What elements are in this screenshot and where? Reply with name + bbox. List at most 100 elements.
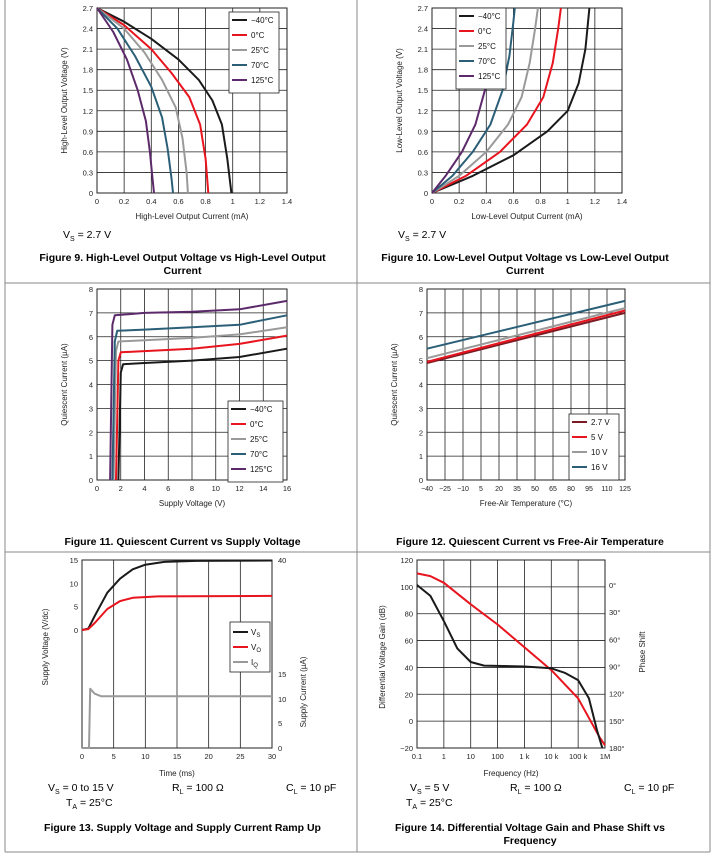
fig10-plot-frame bbox=[431, 7, 623, 194]
fig14-ytick-label: 100 bbox=[400, 583, 413, 592]
fig14-ytick-right: 60° bbox=[609, 635, 620, 644]
fig14-xtick-label: 1 bbox=[442, 752, 446, 761]
fig12-ytick-label: 1 bbox=[419, 452, 423, 461]
fig12-ytick-label: 3 bbox=[419, 404, 423, 413]
fig10-xtick-label: 0.8 bbox=[535, 197, 545, 206]
fig11-ytick-label: 1 bbox=[89, 452, 93, 461]
fig11-ylabel: Quiescent Current (µA) bbox=[60, 343, 69, 426]
fig13-caption: Figure 13. Supply Voltage and Supply Cur… bbox=[44, 822, 321, 834]
fig12-xtick-label: −40 bbox=[421, 486, 433, 493]
fig13-xtick-label: 30 bbox=[268, 752, 276, 761]
fig10-xlabel: Low-Level Output Current (mA) bbox=[471, 212, 582, 221]
fig12-series-line bbox=[426, 307, 626, 360]
fig11-xtick-label: 8 bbox=[190, 484, 194, 493]
fig12-xtick-label: 125 bbox=[619, 486, 631, 493]
fig10-xtick-label: 1 bbox=[566, 197, 570, 206]
chart-fig10: 0 0.2 0.4 0.6 0.8 1 1.2 1.4 0 0.3 0.6 0.9 1.2 1.5 1.8 2… bbox=[395, 4, 627, 221]
fig14-ytick-right: 150° bbox=[609, 717, 625, 726]
fig10-legend-label: −40°C bbox=[478, 12, 501, 21]
fig13-legend-sub: S bbox=[256, 633, 260, 639]
fig12-xtick-label: 5 bbox=[479, 486, 483, 493]
fig10-legend-label: 125°C bbox=[478, 72, 501, 81]
fig9-xtick-label: 0.4 bbox=[146, 197, 156, 206]
fig12-ylabel: Quiescent Current (µA) bbox=[390, 343, 399, 426]
fig14-series-phase bbox=[416, 584, 604, 749]
fig13-condition-vs: VS = 0 to 15 V bbox=[48, 782, 114, 797]
fig13-series-vo bbox=[81, 594, 273, 631]
fig11-xtick-label: 0 bbox=[95, 484, 99, 493]
fig9-plot-frame bbox=[96, 7, 288, 194]
fig12-ytick-label: 8 bbox=[419, 285, 423, 294]
fig10-legend-label: 0°C bbox=[478, 27, 492, 36]
fig11-ytick-label: 7 bbox=[89, 309, 93, 318]
fig9-ytick-label: 2.7 bbox=[83, 4, 93, 13]
fig10-ylabel: Low-Level Output Voltage (V) bbox=[395, 48, 404, 153]
fig9-series-line bbox=[96, 7, 210, 194]
fig11-series-line bbox=[117, 347, 288, 481]
fig9-caption: Figure 9. High-Level Output Voltage vs H… bbox=[39, 252, 326, 277]
fig9-condition: VS = 2.7 V bbox=[63, 229, 112, 244]
fig13-legend-sub: Q bbox=[253, 663, 258, 669]
fig14-xlabel: Frequency (Hz) bbox=[483, 769, 538, 778]
fig13-ytick-right: 0 bbox=[278, 744, 282, 753]
fig11-series-line bbox=[115, 334, 288, 481]
fig10-legend-label: 70°C bbox=[478, 57, 496, 66]
fig14-condition-vs: VS = 5 V bbox=[410, 782, 450, 797]
fig13-legend-label: VO bbox=[251, 643, 261, 654]
fig11-ytick-label: 3 bbox=[89, 404, 93, 413]
fig13-xtick-label: 25 bbox=[236, 752, 244, 761]
fig10-xtick-label: 0.6 bbox=[508, 197, 518, 206]
fig12-ytick-label: 2 bbox=[419, 428, 423, 437]
fig10-ytick-label: 1.2 bbox=[418, 107, 428, 116]
fig14-series-gain bbox=[416, 572, 606, 746]
fig9-xtick-label: 1.4 bbox=[282, 197, 292, 206]
fig10-series-line bbox=[431, 7, 539, 194]
fig10-ytick-label: 0.9 bbox=[418, 127, 428, 136]
fig10-ytick-label: 0 bbox=[424, 189, 428, 198]
fig9-ytick-label: 0.9 bbox=[83, 127, 93, 136]
fig12-legend-box bbox=[568, 413, 620, 481]
fig12-ytick-label: 4 bbox=[419, 381, 423, 390]
fig9-xlabel: High-Level Output Current (mA) bbox=[136, 212, 249, 221]
fig14-caption: Figure 14. Differential Voltage Gain and… bbox=[395, 822, 665, 847]
fig14-xtick-label: 1 k bbox=[519, 752, 529, 761]
fig10-xtick-label: 0 bbox=[430, 197, 434, 206]
fig10-xtick-label: 0.2 bbox=[454, 197, 464, 206]
fig11-ytick-label: 2 bbox=[89, 428, 93, 437]
fig13-ytick-right: 40 bbox=[278, 556, 286, 565]
fig9-legend-label: 70°C bbox=[251, 61, 269, 70]
fig14-y2label: Phase Shift bbox=[638, 631, 647, 673]
fig13-condition-rl: RL = 100 Ω bbox=[172, 782, 224, 797]
fig10-ytick-label: 2.1 bbox=[418, 45, 428, 54]
fig11-ytick-label: 4 bbox=[89, 381, 93, 390]
fig11-xtick-label: 14 bbox=[259, 484, 267, 493]
fig12-legend-label: 10 V bbox=[591, 448, 608, 457]
fig11-legend-label: 0°C bbox=[250, 420, 264, 429]
fig10-caption: Figure 10. Low-Level Output Voltage vs L… bbox=[381, 252, 669, 277]
fig9-xtick-label: 0.2 bbox=[119, 197, 129, 206]
fig14-condition-ta: TA = 25°C bbox=[406, 797, 453, 812]
fig14-plot-frame bbox=[416, 559, 606, 749]
fig14-ytick-label: 20 bbox=[405, 690, 413, 699]
fig13-legend-label: VS bbox=[251, 628, 260, 639]
fig12-xlabel: Free-Air Temperature (°C) bbox=[480, 499, 573, 508]
fig14-xtick-label: 1M bbox=[600, 752, 610, 761]
fig12-legend-label: 16 V bbox=[591, 463, 608, 472]
fig9-ytick-label: 0 bbox=[89, 189, 93, 198]
fig13-condition-ta: TA = 25°C bbox=[66, 797, 113, 812]
fig14-xtick-label: 10 bbox=[467, 752, 475, 761]
fig14-ytick-label: 0 bbox=[409, 717, 413, 726]
fig12-xtick-label: 35 bbox=[513, 486, 521, 493]
fig9-series-line bbox=[96, 7, 233, 194]
fig12-series-line bbox=[426, 309, 626, 363]
fig10-ytick-label: 2.7 bbox=[418, 4, 428, 13]
fig10-series-line bbox=[431, 7, 516, 194]
fig12-xtick-label: 50 bbox=[531, 486, 539, 493]
fig10-ytick-label: 1.8 bbox=[418, 66, 428, 75]
fig12-xtick-label: 20 bbox=[495, 486, 503, 493]
fig11-xtick-label: 6 bbox=[166, 484, 170, 493]
fig14-ytick-right: 180° bbox=[609, 744, 625, 753]
fig11-series-line bbox=[109, 299, 288, 481]
fig9-legend-label: 125°C bbox=[251, 76, 274, 85]
